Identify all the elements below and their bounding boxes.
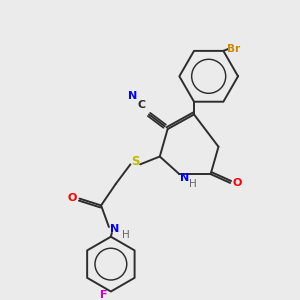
Text: O: O [232,178,242,188]
Text: Br: Br [226,44,240,54]
Text: N: N [110,224,119,234]
Text: S: S [131,155,140,168]
Text: N: N [180,173,189,183]
Text: O: O [67,193,76,202]
Text: C: C [137,100,145,110]
Text: H: H [189,179,197,189]
Text: F: F [100,290,108,300]
Text: H: H [122,230,129,240]
Text: N: N [128,91,137,101]
